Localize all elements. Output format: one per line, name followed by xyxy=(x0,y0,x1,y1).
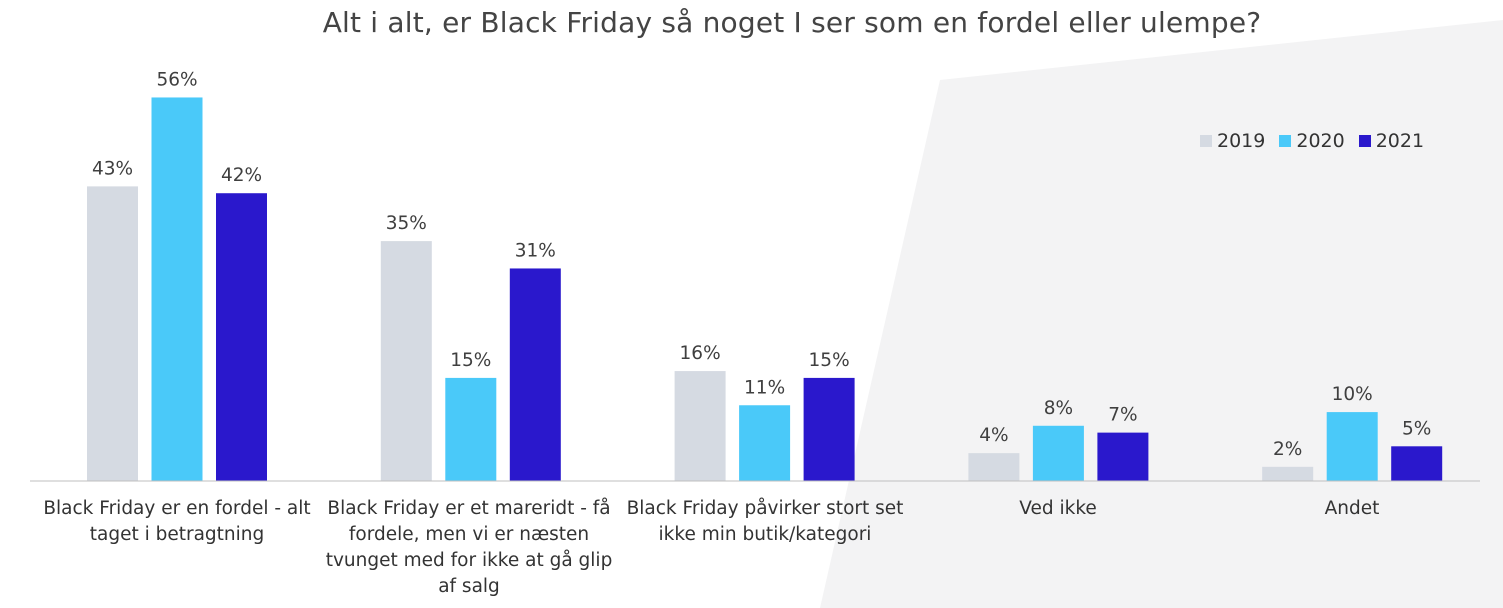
bar-2020-category-5 xyxy=(1326,412,1378,481)
data-label-2019-category-2: 35% xyxy=(386,213,427,234)
legend-label-2020: 2020 xyxy=(1296,130,1345,152)
data-label-2019-category-4: 4% xyxy=(979,425,1008,446)
bar-2021-category-2 xyxy=(509,268,561,481)
legend-label-2019: 2019 xyxy=(1217,130,1266,152)
category-label-paavirker-ikke: Black Friday påvirker stort set ikke min… xyxy=(626,498,904,545)
bar-2021-category-4 xyxy=(1097,432,1149,481)
bar-2020-category-3 xyxy=(739,405,791,481)
data-label-2020-category-4: 8% xyxy=(1044,398,1073,419)
bar-2021-category-1 xyxy=(216,193,267,481)
legend-item-2021: 2021 xyxy=(1358,130,1425,152)
chart-title: Alt i alt, er Black Friday så noget I se… xyxy=(322,6,1262,39)
data-label-2020-category-5: 10% xyxy=(1332,384,1373,405)
chart-legend: 2019 2020 2021 xyxy=(1200,130,1424,152)
category-label-mareridt: Black Friday er et mareridt - få fordele… xyxy=(325,498,613,597)
data-label-2019-category-5: 2% xyxy=(1273,439,1302,460)
data-label-2019-category-1: 43% xyxy=(92,158,133,179)
data-label-2021-category-5: 5% xyxy=(1402,418,1431,439)
data-label-2021-category-3: 15% xyxy=(809,350,850,371)
data-label-2020-category-1: 56% xyxy=(156,69,197,90)
data-label-2021-category-4: 7% xyxy=(1108,405,1137,426)
bar-2019-category-4 xyxy=(968,453,1020,481)
bar-2020-category-4 xyxy=(1032,425,1084,481)
legend-item-2019: 2019 xyxy=(1200,130,1265,152)
bar-2020-category-2 xyxy=(445,377,497,481)
bar-2019-category-3 xyxy=(674,371,726,481)
data-label-2020-category-3: 11% xyxy=(744,377,785,398)
data-label-2019-category-3: 16% xyxy=(680,343,721,364)
category-label-andet: Andet xyxy=(1324,498,1380,519)
category-label-fordel: Black Friday er en fordel - alt taget i … xyxy=(43,498,311,545)
legend-item-2020: 2020 xyxy=(1279,130,1345,152)
legend-swatch-2019 xyxy=(1200,135,1212,147)
bar-2019-category-5 xyxy=(1262,466,1314,481)
legend-swatch-2021 xyxy=(1358,135,1371,147)
bar-2019-category-1 xyxy=(87,186,138,481)
legend-swatch-2020 xyxy=(1279,135,1292,147)
data-label-2020-category-2: 15% xyxy=(450,350,491,371)
bar-2021-category-5 xyxy=(1391,446,1443,481)
data-label-2021-category-1: 42% xyxy=(221,165,262,186)
bar-2021-category-3 xyxy=(803,377,855,481)
bar-2020-category-1 xyxy=(151,97,203,481)
data-label-2021-category-2: 31% xyxy=(515,240,556,261)
bar-2019-category-2 xyxy=(380,241,432,481)
category-label-ved-ikke: Ved ikke xyxy=(1019,498,1097,519)
legend-label-2021: 2021 xyxy=(1375,130,1425,152)
